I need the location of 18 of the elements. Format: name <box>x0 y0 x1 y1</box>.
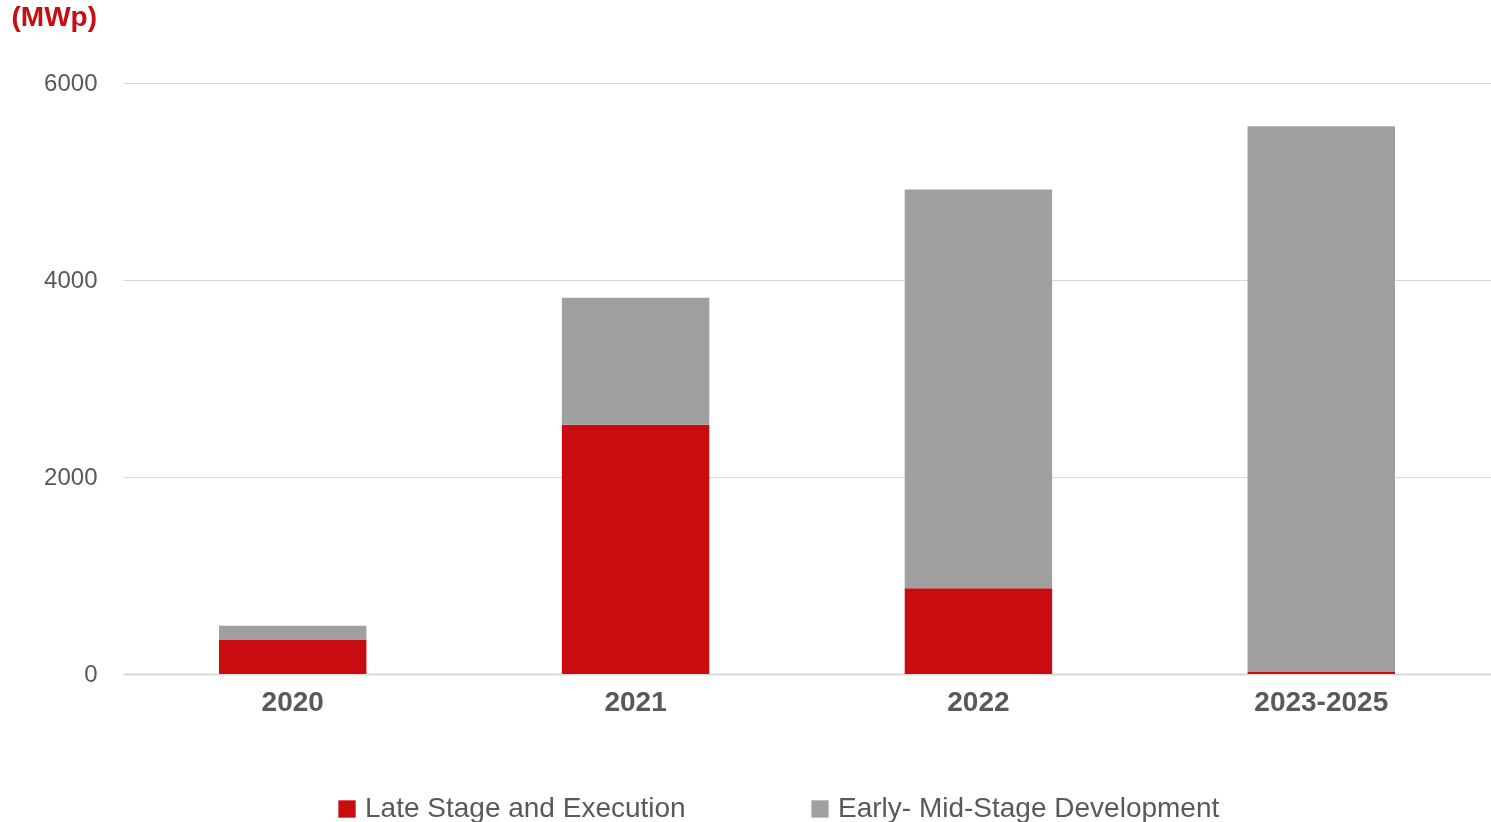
x-tick-label: 2021 <box>604 685 667 717</box>
bar <box>904 588 1053 674</box>
bar <box>219 639 367 674</box>
y-tick-label: 4000 <box>44 265 98 293</box>
x-tick-label: 2023-2025 <box>1254 685 1389 717</box>
y-axis-title: (MWp) <box>11 0 98 32</box>
y-tick-label: 0 <box>84 659 98 687</box>
y-tick-label: 2000 <box>44 462 98 490</box>
bar <box>1247 126 1395 673</box>
bar <box>904 189 1053 589</box>
legend-label: Late Stage and Execution <box>365 792 686 822</box>
x-tick-label: 2020 <box>261 685 324 717</box>
bar <box>561 297 710 425</box>
x-tick-label: 2022 <box>947 685 1010 717</box>
y-tick-label: 6000 <box>44 68 98 96</box>
legend-label: Early- Mid-Stage Development <box>838 792 1220 822</box>
bar <box>561 424 710 674</box>
bar <box>219 625 367 640</box>
